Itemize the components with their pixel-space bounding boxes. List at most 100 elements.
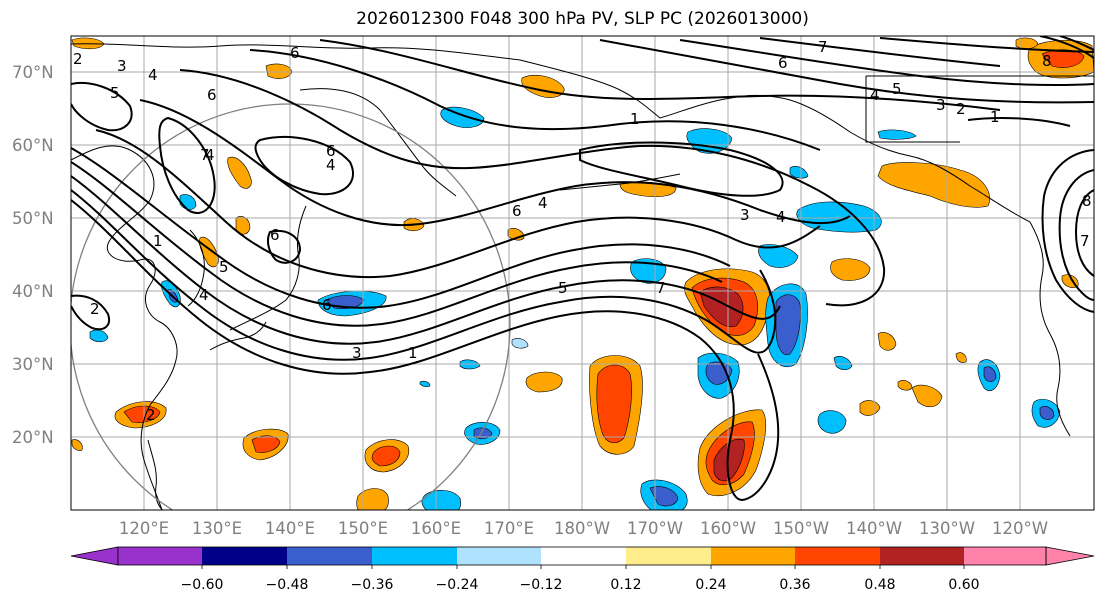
coastlines (71, 43, 1094, 510)
contour-label: 2 (90, 300, 100, 318)
contour-label: 1 (630, 110, 640, 128)
contour-line (71, 189, 777, 361)
lat-label: 60°N (12, 136, 54, 155)
pv-negative-region (983, 366, 997, 382)
contour-line (1041, 149, 1094, 313)
pv-positive-region (955, 352, 967, 363)
contour-label: 4 (205, 146, 215, 164)
contour-label: 6 (326, 142, 336, 160)
colorbar-bin (626, 547, 711, 565)
contour-label: 7 (200, 146, 210, 164)
pv-positive-region (251, 435, 281, 453)
lat-label: 20°N (12, 428, 54, 447)
latitude-labels: 70°N 60°N 50°N 40°N 30°N 20°N (12, 63, 54, 447)
pv-negative-region (796, 201, 882, 233)
contour-label: 6 (207, 86, 217, 104)
colorbar-bin (287, 547, 372, 565)
contour-label: 2 (146, 406, 156, 424)
contour-line (679, 39, 1094, 87)
contour-line (179, 69, 886, 307)
contour-line (759, 37, 1001, 67)
contour-line (71, 294, 110, 331)
coastline-alaska (659, 94, 1031, 223)
map-panel: 2 3 5 4 6 6 4 6 4 1 5 4 2 2 6 6 4 3 1 5 … (71, 36, 1094, 510)
coastline-japan (229, 205, 307, 331)
contour-line (71, 175, 781, 345)
contour-label: 4 (326, 156, 336, 174)
colorbar-bin (541, 547, 626, 565)
pv-positive-region (371, 445, 401, 467)
colorbar-bin (880, 547, 964, 565)
contour-line (1074, 189, 1094, 277)
contour-label: 1 (153, 232, 163, 250)
lat-label: 50°N (12, 209, 54, 228)
contour-label: 4 (199, 286, 209, 304)
pv-negative-region (686, 128, 733, 154)
pv-positive-region (227, 156, 252, 189)
contour-line (879, 37, 1094, 53)
colorbar-tick-label: −0.12 (520, 577, 563, 593)
contour-label: 4 (870, 86, 880, 104)
colorbar-tick-label: 0.24 (695, 577, 726, 593)
colorbar-tick-label: −0.48 (266, 577, 309, 593)
lat-lon-gridlines (71, 36, 1094, 510)
lon-label: 140°W (846, 519, 902, 538)
contour-label: 3 (936, 96, 946, 114)
lon-label: 170°W (627, 519, 683, 538)
contour-line (71, 82, 133, 132)
lon-label: 140°E (265, 519, 315, 538)
contour-label: 6 (290, 44, 300, 62)
contour-label: 2 (73, 50, 83, 68)
contour-label: 4 (776, 208, 786, 226)
contour-label: 3 (352, 344, 362, 362)
contour-line (249, 49, 821, 151)
contour-label: 3 (117, 57, 127, 75)
pv-positive-region (911, 384, 943, 408)
pv-negative-region (649, 486, 679, 507)
contour-label: 6 (322, 296, 332, 314)
contour-label: 8 (1082, 192, 1092, 210)
contour-label: 6 (270, 226, 280, 244)
pv-negative-region (440, 106, 485, 128)
lon-label: 180°W (554, 519, 610, 538)
pv-positive-region (830, 258, 871, 281)
contour-line (967, 117, 1071, 127)
lon-label: 170°E (484, 519, 534, 538)
colorbar-bin (795, 547, 880, 565)
contour-label: 1 (990, 108, 1000, 126)
contour-line (71, 199, 780, 502)
contour-line (71, 147, 731, 309)
contour-line (1058, 169, 1094, 301)
pv-negative-region (833, 356, 853, 371)
lon-label: 120°W (992, 519, 1048, 538)
lat-label: 30°N (12, 355, 54, 374)
colorbar-bin (964, 547, 1046, 565)
pv-negative-region (775, 294, 801, 356)
colorbar-tick-label: −0.24 (436, 577, 479, 593)
contour-label: 7 (656, 279, 666, 297)
contour-label: 5 (558, 279, 568, 297)
pv-negative-region (511, 338, 529, 349)
colorbar-high-extend (1045, 546, 1095, 566)
pv-positive-region (71, 439, 83, 451)
contour-label: 4 (538, 194, 548, 212)
colorbar-outline (117, 546, 1047, 566)
contour-line (254, 135, 355, 196)
contour-label: 7 (1080, 232, 1090, 250)
contour-label: 8 (1042, 52, 1052, 70)
lat-label: 70°N (12, 63, 54, 82)
colorbar-tick-label: 0.12 (610, 577, 641, 593)
coastline-north-america (1029, 221, 1071, 437)
contour-line (599, 39, 1094, 104)
lon-label: 150°E (338, 519, 388, 538)
colorbar-bin (372, 547, 457, 565)
coastline-bering-strait (519, 59, 661, 119)
contour-label: 4 (148, 66, 158, 84)
colorbar-bin (202, 547, 287, 565)
contour-line (95, 129, 821, 278)
contour-label: 6 (512, 202, 522, 220)
colorbar-bin (711, 547, 795, 565)
contour-line (1059, 36, 1094, 51)
contour-label: 5 (892, 80, 902, 98)
contour-line (579, 141, 784, 197)
